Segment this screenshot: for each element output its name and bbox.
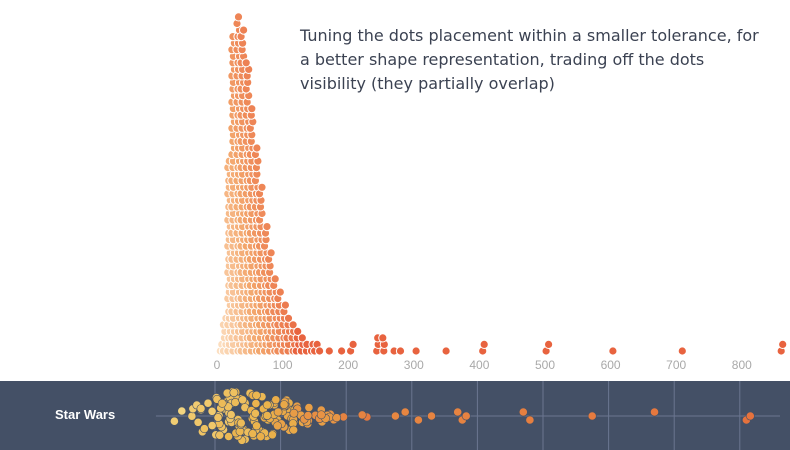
data-dot	[252, 390, 261, 400]
data-dot	[226, 410, 236, 420]
data-dot	[203, 398, 213, 408]
data-dot	[267, 430, 277, 440]
top-dot-histogram: 0 100 200 300 400 500 600 700 800	[214, 12, 788, 372]
data-dot	[283, 313, 294, 323]
data-dot	[262, 411, 272, 420]
data-dot	[357, 410, 367, 420]
data-dot	[273, 421, 282, 431]
x-tick-label: 200	[338, 358, 358, 372]
data-dot	[378, 333, 388, 343]
x-tick-label: 800	[732, 358, 752, 372]
data-dot	[266, 248, 276, 258]
x-tick-label: 500	[535, 358, 555, 372]
data-dot	[256, 432, 266, 441]
data-dot	[289, 408, 299, 418]
x-tick-label: 300	[404, 358, 424, 372]
data-dot	[247, 104, 257, 114]
data-dot	[395, 346, 406, 356]
data-dot	[215, 430, 225, 440]
data-dot	[518, 407, 528, 417]
data-dot	[411, 346, 421, 356]
data-dot	[275, 287, 285, 297]
data-dot	[427, 411, 436, 421]
x-tick-label: 400	[469, 358, 489, 372]
data-dot	[207, 406, 217, 416]
data-dot	[273, 407, 283, 417]
data-dot	[224, 432, 233, 441]
data-dot	[262, 400, 272, 410]
series-label-star-wars: Star Wars	[55, 407, 116, 422]
x-tick-label: 0	[214, 358, 221, 372]
data-dot	[479, 339, 489, 349]
data-dot	[413, 415, 423, 425]
data-dot	[677, 346, 687, 356]
data-dot	[280, 300, 290, 310]
data-dot	[400, 407, 410, 417]
data-dot	[251, 399, 261, 408]
data-dot	[324, 346, 334, 356]
data-dot	[348, 339, 358, 349]
data-dot	[213, 413, 223, 422]
data-dot	[193, 417, 203, 427]
x-tick-label: 600	[601, 358, 621, 372]
data-dot	[650, 407, 659, 417]
data-dot	[199, 424, 209, 434]
data-dot	[289, 425, 298, 435]
star-wars-band: Star Wars	[0, 381, 790, 450]
data-dot	[217, 398, 227, 408]
data-dot	[262, 222, 272, 232]
data-dot	[233, 12, 244, 22]
data-dot	[270, 274, 280, 284]
data-dot	[229, 388, 239, 398]
data-dot	[257, 182, 267, 192]
data-dot	[177, 406, 187, 416]
data-dot	[207, 421, 217, 430]
data-dot	[297, 333, 307, 343]
data-dot	[248, 429, 258, 439]
data-dot	[304, 403, 314, 412]
data-dot	[453, 407, 463, 417]
data-dot	[169, 416, 179, 426]
data-dot	[587, 411, 597, 421]
data-dot	[544, 339, 554, 349]
data-dot	[390, 411, 400, 421]
data-dot	[288, 320, 298, 330]
data-dot	[461, 411, 471, 421]
data-dot	[196, 404, 206, 413]
data-dot	[337, 346, 347, 356]
data-dot	[241, 58, 251, 68]
data-dot	[525, 415, 535, 425]
star-wars-beeswarm	[155, 381, 780, 450]
data-dot	[316, 410, 326, 420]
data-dot	[230, 397, 240, 407]
data-dot	[778, 339, 788, 349]
data-dot	[187, 411, 197, 421]
data-dot	[236, 418, 246, 428]
data-dot	[250, 409, 260, 418]
data-dot	[238, 395, 247, 405]
data-dot	[293, 326, 303, 336]
x-tick-label: 700	[666, 358, 686, 372]
data-dot	[303, 411, 313, 420]
data-dot	[271, 395, 281, 405]
data-dot	[315, 346, 325, 356]
data-dot	[252, 143, 262, 153]
chart-annotation: Tuning the dots placement within a small…	[300, 26, 759, 93]
data-dot	[239, 25, 249, 35]
data-dot	[252, 421, 261, 431]
data-dot	[279, 400, 289, 409]
data-dot	[608, 346, 618, 356]
data-dot	[332, 413, 342, 423]
data-dot	[745, 411, 755, 421]
x-tick-label: 100	[273, 358, 293, 372]
data-dot	[441, 346, 451, 356]
